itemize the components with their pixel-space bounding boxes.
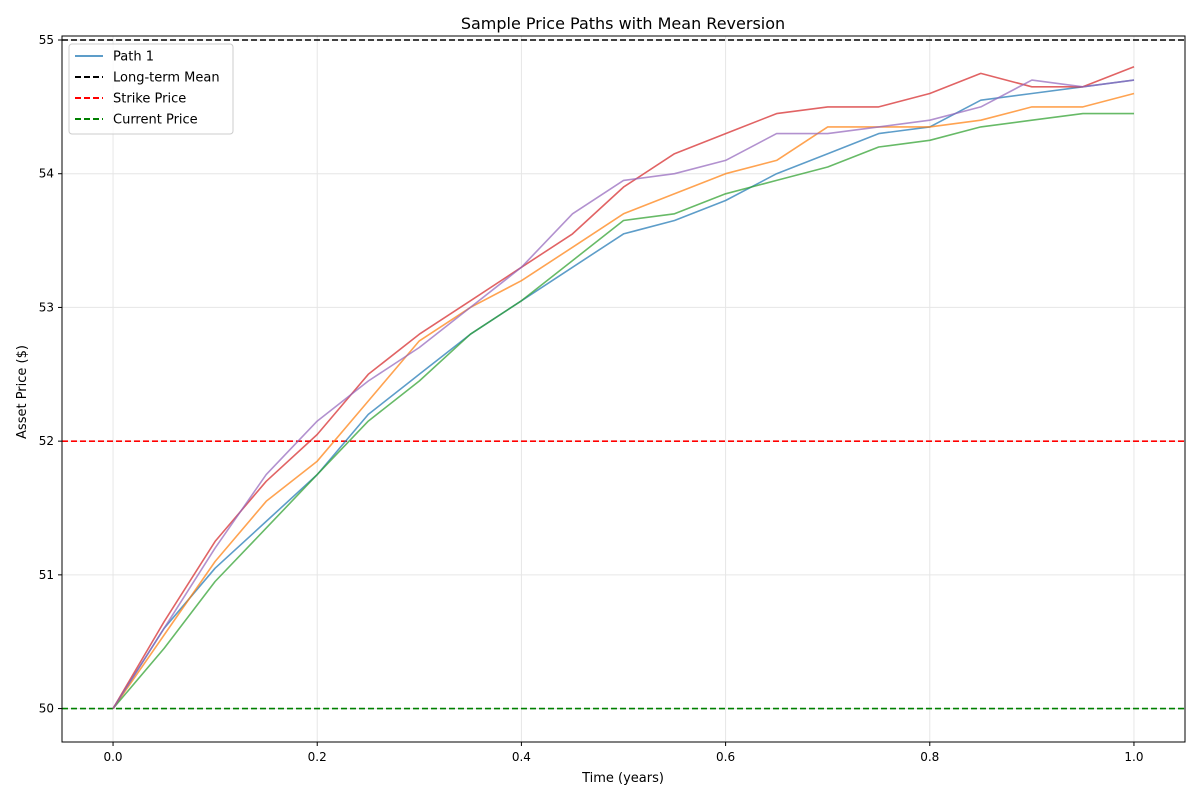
legend-box [68, 43, 234, 135]
y-tick-label: 55 [39, 33, 54, 47]
series-line-path-3 [112, 112, 1134, 710]
series-line-path-5 [112, 79, 1135, 710]
legend-label-current-price: Current Price [113, 113, 198, 128]
reference-lines [62, 39, 1185, 710]
series-lines [112, 66, 1135, 710]
y-tick-label: 54 [39, 167, 54, 181]
grid [62, 36, 1185, 742]
x-tick-label: 0.4 [512, 750, 531, 764]
chart-title: Sample Price Paths with Mean Reversion [461, 14, 785, 33]
x-tick-label: 1.0 [1124, 750, 1143, 764]
y-tick-label: 50 [39, 702, 54, 716]
x-tick-label: 0.6 [716, 750, 735, 764]
x-tick-label: 0.2 [308, 750, 327, 764]
y-axis-label: Asset Price ($) [15, 345, 30, 439]
x-tick-label: 0.8 [920, 750, 939, 764]
series-line-path-4 [112, 66, 1135, 710]
y-tick-label: 51 [39, 568, 54, 582]
x-axis: 0.0 0.2 0.4 0.6 0.8 1.0 [103, 742, 1144, 764]
legend-label-long-term-mean: Long-term Mean [113, 71, 220, 86]
series-line-path-1 [112, 79, 1135, 710]
series-line-path-2 [112, 92, 1135, 710]
x-tick-label: 0.0 [103, 750, 122, 764]
plot-frame [61, 35, 1186, 743]
y-tick-label: 53 [39, 300, 54, 314]
legend: Path 1 Long-term Mean Strike Price Current … [68, 43, 234, 135]
y-axis: 50 51 52 53 54 55 [39, 33, 62, 716]
legend-label-path-1: Path 1 [113, 50, 154, 65]
legend-label-strike-price: Strike Price [113, 92, 186, 107]
x-axis-label: Time (years) [581, 771, 664, 786]
y-tick-label: 52 [39, 434, 54, 448]
